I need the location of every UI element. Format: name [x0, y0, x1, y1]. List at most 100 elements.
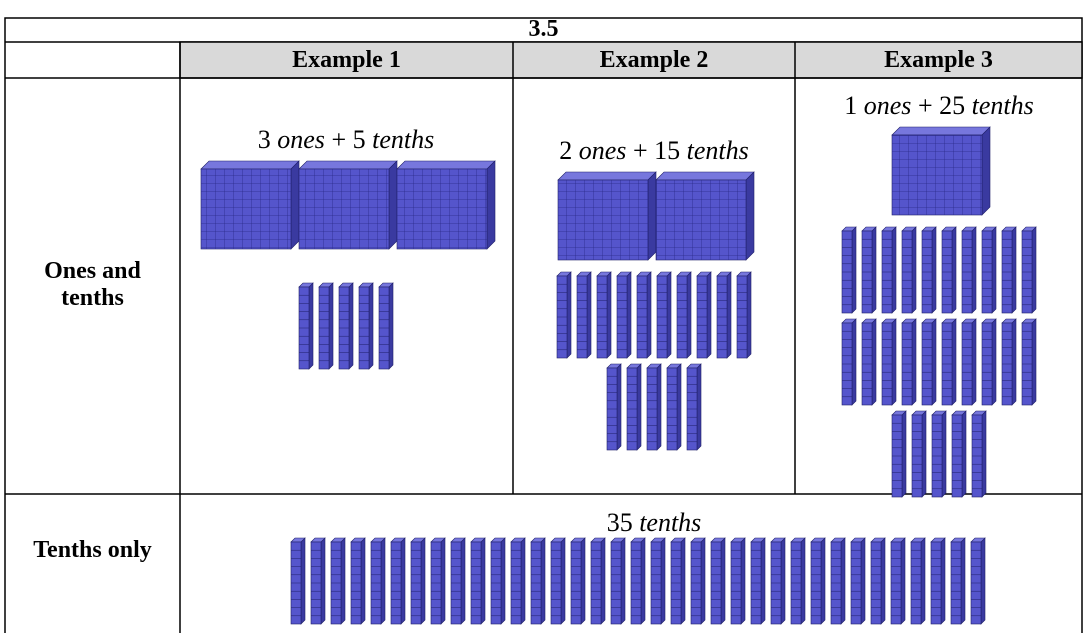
- row-label: Ones and tenths: [44, 258, 141, 311]
- rod-grid: [299, 294, 309, 362]
- rod-grid: [471, 549, 481, 617]
- rod-side: [891, 318, 897, 406]
- flat-side: [388, 160, 398, 250]
- rod-grid: [962, 238, 972, 306]
- rod-grid: [982, 330, 992, 398]
- rod-grid: [451, 549, 461, 617]
- rod-side: [931, 226, 937, 314]
- rod-grid: [657, 283, 667, 351]
- rod-side: [320, 537, 326, 625]
- rod-grid: [971, 549, 981, 617]
- flat-top: [298, 160, 398, 170]
- rod-side: [500, 537, 506, 625]
- caption-part: 2: [559, 136, 573, 165]
- rod-grid: [962, 330, 972, 398]
- rod-side: [940, 537, 946, 625]
- rod-grid: [431, 549, 441, 617]
- rod-side: [616, 363, 622, 451]
- rod-side: [560, 537, 566, 625]
- rod-grid: [617, 283, 627, 351]
- rod-side: [686, 271, 692, 359]
- flat-side: [290, 160, 300, 250]
- rod-side: [800, 537, 806, 625]
- caption-part: tenths: [971, 91, 1034, 120]
- rod-side: [566, 271, 572, 359]
- caption-part: tenths: [686, 136, 749, 165]
- rod-grid: [319, 294, 329, 362]
- rod-side: [746, 271, 752, 359]
- rod-grid: [557, 283, 567, 351]
- rod-side: [440, 537, 446, 625]
- rod-side: [1031, 226, 1037, 314]
- flat-grid: [558, 180, 648, 260]
- caption: 1 ones + 25 tenths: [789, 91, 1087, 121]
- rod-side: [951, 226, 957, 314]
- caption-part: ones: [863, 91, 912, 120]
- rod-side: [360, 537, 366, 625]
- rod-grid: [882, 330, 892, 398]
- rod-side: [348, 282, 354, 370]
- caption-part: 25: [939, 91, 966, 120]
- rod-side: [626, 271, 632, 359]
- rod-side: [368, 282, 374, 370]
- rod-grid: [647, 375, 657, 443]
- rod-grid: [651, 549, 661, 617]
- rod-grid: [902, 238, 912, 306]
- rod-grid: [1002, 330, 1012, 398]
- rod-grid: [671, 549, 681, 617]
- rod-grid: [972, 422, 982, 490]
- rod-grid: [892, 422, 902, 490]
- rod-grid: [511, 549, 521, 617]
- rod-grid: [811, 549, 821, 617]
- rod-grid: [922, 238, 932, 306]
- caption: 35 tenths: [504, 508, 804, 538]
- rod-side: [960, 537, 966, 625]
- rod-grid: [952, 422, 962, 490]
- rod-grid: [531, 549, 541, 617]
- flat-side: [981, 126, 991, 216]
- rod-side: [726, 271, 732, 359]
- flat-side: [745, 171, 755, 261]
- rod-grid: [862, 238, 872, 306]
- rod-side: [961, 410, 967, 498]
- rod-side: [851, 226, 857, 314]
- rod-grid: [491, 549, 501, 617]
- rod-side: [340, 537, 346, 625]
- rod-side: [620, 537, 626, 625]
- example-title: Example 3: [884, 47, 993, 73]
- rod-grid: [411, 549, 421, 617]
- rod-grid: [391, 549, 401, 617]
- rod-side: [980, 537, 986, 625]
- rod-side: [911, 318, 917, 406]
- flat-top: [396, 160, 496, 170]
- flat-top: [655, 171, 755, 181]
- rod-grid: [982, 238, 992, 306]
- flat-top: [557, 171, 657, 181]
- caption-part: ones: [277, 125, 325, 154]
- caption: 2 ones + 15 tenths: [504, 136, 804, 166]
- rod-side: [656, 363, 662, 451]
- rod-grid: [311, 549, 321, 617]
- rod-side: [400, 537, 406, 625]
- rod-grid: [607, 375, 617, 443]
- rod-grid: [771, 549, 781, 617]
- rod-side: [971, 226, 977, 314]
- rod-side: [920, 537, 926, 625]
- example-title: Example 2: [599, 47, 709, 73]
- rod-side: [991, 226, 997, 314]
- rod-grid: [339, 294, 349, 362]
- header-number: 3.5: [528, 16, 559, 42]
- rod-side: [706, 271, 712, 359]
- rod-grid: [932, 422, 942, 490]
- rod-side: [600, 537, 606, 625]
- rod-side: [780, 537, 786, 625]
- rod-side: [720, 537, 726, 625]
- rod-grid: [627, 375, 637, 443]
- flat-side: [647, 171, 657, 261]
- rod-side: [880, 537, 886, 625]
- rod-side: [640, 537, 646, 625]
- rod-side: [606, 271, 612, 359]
- rod-side: [420, 537, 426, 625]
- example-title: Example 1: [292, 47, 401, 73]
- rod-side: [971, 318, 977, 406]
